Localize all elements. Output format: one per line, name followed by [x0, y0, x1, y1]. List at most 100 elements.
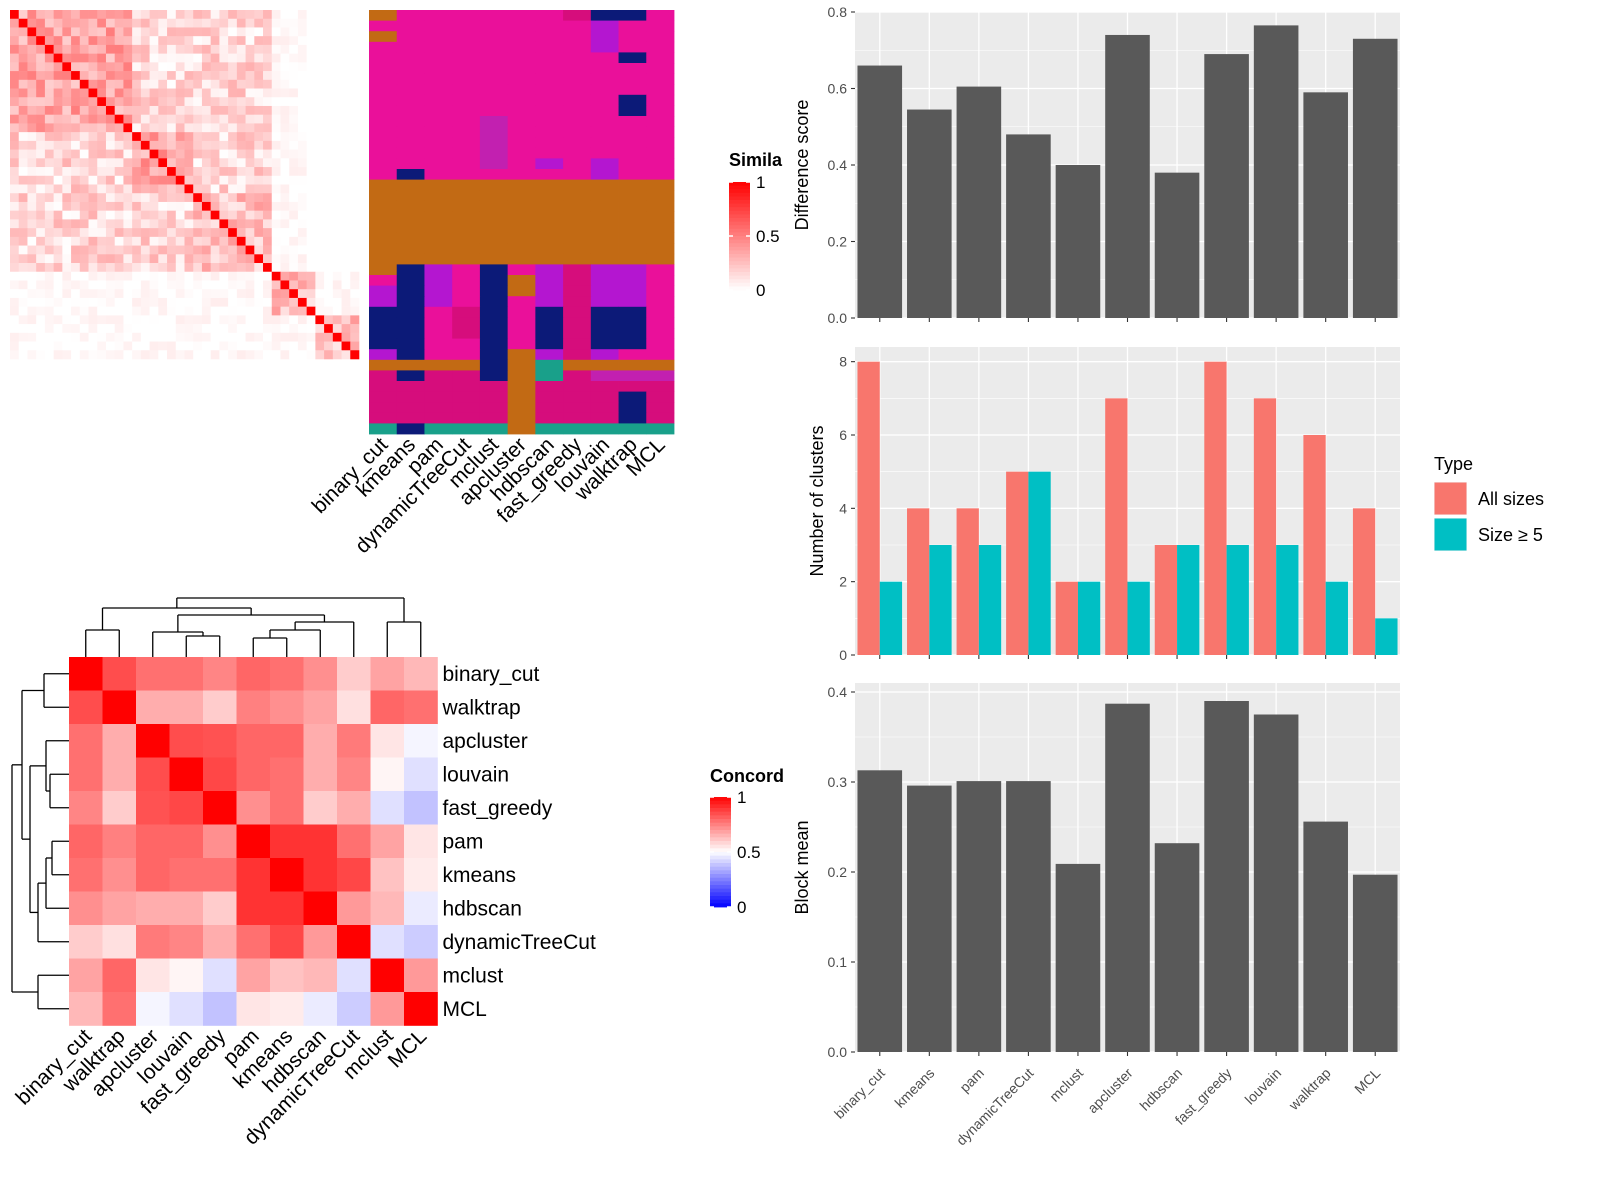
similarity-cell	[71, 297, 81, 307]
colorbar-segment	[710, 852, 731, 857]
similarity-cell	[193, 341, 203, 351]
similarity-cell	[10, 36, 20, 46]
concordance-cell	[236, 757, 271, 792]
class-cell	[369, 296, 398, 308]
similarity-cell	[280, 324, 290, 334]
concordance-cell	[404, 925, 438, 959]
class-cell	[396, 94, 425, 106]
similarity-cell	[350, 149, 360, 159]
similarity-cell	[149, 149, 159, 159]
class-cell	[590, 370, 619, 382]
similarity-cell	[350, 123, 360, 133]
similarity-cell	[149, 315, 159, 325]
similarity-cell	[315, 62, 325, 72]
class-cell	[424, 296, 453, 308]
class-cell	[424, 317, 453, 329]
concordance-cell	[169, 891, 204, 926]
similarity-cell	[219, 132, 229, 142]
similarity-cell	[36, 236, 46, 246]
similarity-cell	[254, 36, 264, 46]
concordance-cell	[370, 858, 405, 892]
similarity-cell	[44, 27, 54, 37]
class-cell	[618, 222, 647, 233]
similarity-cell	[289, 149, 299, 159]
colorbar-segment	[729, 286, 750, 291]
similarity-cell	[236, 332, 246, 342]
similarity-cell	[123, 184, 133, 194]
similarity-cell	[263, 158, 273, 168]
similarity-cell	[271, 263, 281, 273]
similarity-cell	[219, 297, 229, 307]
similarity-cell	[193, 105, 203, 115]
similarity-cell	[62, 289, 72, 299]
similarity-cell	[18, 280, 28, 290]
class-cell	[424, 243, 453, 255]
similarity-cell	[350, 167, 360, 177]
class-cell	[479, 349, 509, 361]
colorbar-segment	[729, 196, 750, 201]
class-cell	[618, 391, 647, 403]
concordance-cell	[270, 690, 304, 725]
similarity-cell	[341, 280, 351, 290]
concordance-cell	[337, 891, 371, 926]
similarity-cell	[236, 245, 246, 255]
similarity-cell	[280, 18, 290, 28]
similarity-cell	[105, 10, 115, 20]
similarity-cell	[184, 18, 194, 28]
class-cell	[507, 412, 536, 424]
concordance-cell	[337, 690, 371, 725]
similarity-cell	[219, 44, 229, 54]
similarity-cell	[324, 280, 334, 290]
class-cell	[618, 370, 647, 382]
similarity-cell	[36, 105, 46, 115]
similarity-cell	[53, 341, 63, 351]
similarity-cell	[184, 132, 194, 142]
similarity-cell	[350, 193, 360, 203]
similarity-cell	[297, 245, 307, 255]
bar-size-ge5	[1276, 545, 1299, 655]
concordance-cell	[303, 992, 338, 1026]
class-cell	[590, 232, 619, 244]
concordance-cell	[102, 657, 137, 691]
similarity-cell	[263, 62, 273, 72]
similarity-cell	[236, 193, 246, 203]
similarity-cell	[88, 184, 98, 194]
class-cell	[479, 20, 509, 32]
similarity-cell	[236, 97, 246, 107]
similarity-cell	[315, 236, 325, 246]
class-cell	[507, 338, 536, 350]
concordance-cell	[270, 992, 304, 1026]
similarity-cell	[289, 315, 299, 325]
class-cell	[507, 105, 536, 117]
colorbar-segment	[710, 870, 731, 875]
similarity-cell	[105, 88, 115, 98]
similarity-cell	[53, 167, 63, 177]
similarity-cell	[140, 175, 150, 185]
similarity-cell	[167, 350, 177, 360]
similarity-cell	[62, 36, 72, 46]
class-cell	[646, 84, 675, 96]
similarity-cell	[79, 132, 89, 142]
similarity-cell	[263, 88, 273, 98]
similarity-cell	[350, 132, 360, 142]
y-tick-label: 0.3	[828, 774, 848, 790]
similarity-cell	[254, 123, 264, 133]
similarity-cell	[36, 140, 46, 150]
similarity-cell	[114, 210, 124, 220]
similarity-cell	[167, 332, 177, 342]
similarity-cell	[140, 315, 150, 325]
similarity-cell	[132, 158, 142, 168]
similarity-cell	[315, 297, 325, 307]
similarity-cell	[123, 71, 133, 81]
colorbar-segment	[729, 232, 750, 237]
similarity-cell	[71, 332, 81, 342]
concordance-cell	[203, 992, 237, 1026]
similarity-cell	[175, 297, 185, 307]
class-cell	[479, 232, 509, 244]
similarity-cell	[97, 79, 107, 89]
similarity-cell	[271, 10, 281, 20]
similarity-cell	[315, 280, 325, 290]
similarity-cell	[18, 27, 28, 37]
class-cell	[396, 381, 425, 392]
similarity-cell	[175, 105, 185, 115]
